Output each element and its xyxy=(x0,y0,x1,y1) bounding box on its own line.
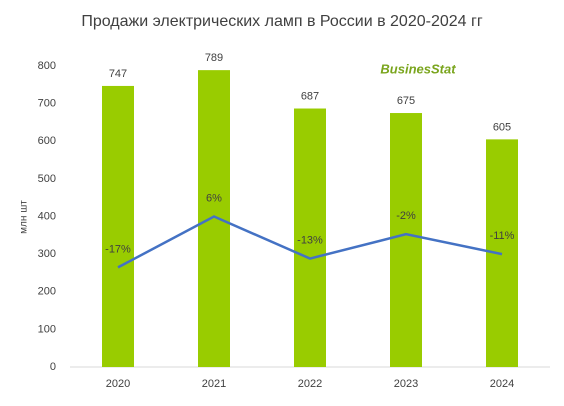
x-tick-label: 2020 xyxy=(106,378,130,390)
line-value-label: 6% xyxy=(206,192,222,204)
x-tick-label: 2021 xyxy=(202,378,226,390)
y-tick-label: 500 xyxy=(38,173,56,185)
bar xyxy=(198,70,230,368)
y-tick-label: 800 xyxy=(38,60,56,72)
y-tick-label: 0 xyxy=(50,361,56,373)
x-tick-label: 2023 xyxy=(394,378,418,390)
y-tick-label: 100 xyxy=(38,323,56,335)
line-value-label: -17% xyxy=(105,243,131,255)
bar-value-label: 675 xyxy=(397,95,415,107)
line-value-label: -11% xyxy=(490,230,515,242)
y-tick-label: 700 xyxy=(38,98,56,110)
y-tick-label: 300 xyxy=(38,248,56,260)
bar-value-label: 687 xyxy=(301,90,319,102)
y-tick-label: 600 xyxy=(38,135,56,147)
line-value-label: -13% xyxy=(297,234,323,246)
y-tick-label: 200 xyxy=(38,286,56,298)
y-axis-label: млн шт xyxy=(19,200,30,234)
bar-value-label: 789 xyxy=(205,52,223,64)
x-tick-label: 2022 xyxy=(298,378,322,390)
logo: BusinesStat xyxy=(380,61,456,76)
y-tick-label: 400 xyxy=(38,210,56,222)
chart-title: Продажи электрических ламп в России в 20… xyxy=(81,13,482,30)
bar-value-label: 747 xyxy=(109,68,127,80)
line xyxy=(117,215,503,269)
bar xyxy=(390,113,422,367)
bar xyxy=(294,108,326,368)
line-value-label: -2% xyxy=(396,210,416,222)
bar xyxy=(102,85,134,367)
bar-value-label: 605 xyxy=(493,121,511,133)
x-tick-label: 2024 xyxy=(490,378,514,390)
